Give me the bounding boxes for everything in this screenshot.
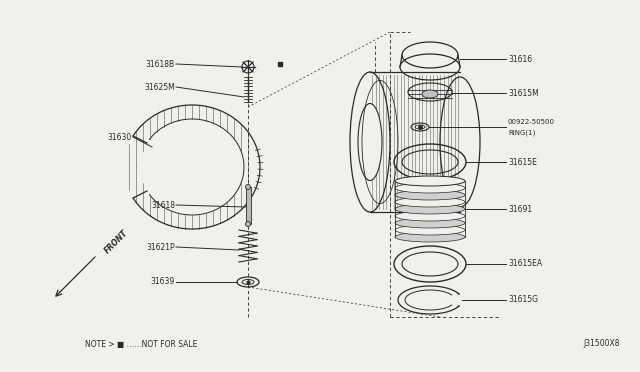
Ellipse shape bbox=[358, 103, 382, 180]
Text: J31500X8: J31500X8 bbox=[584, 340, 620, 349]
Ellipse shape bbox=[395, 190, 465, 200]
Ellipse shape bbox=[395, 218, 465, 228]
Ellipse shape bbox=[440, 77, 480, 207]
Text: 31630: 31630 bbox=[108, 132, 132, 141]
Text: 00922-50500: 00922-50500 bbox=[508, 119, 555, 125]
Text: 31621P: 31621P bbox=[147, 243, 175, 251]
Text: 31615E: 31615E bbox=[508, 157, 537, 167]
Ellipse shape bbox=[395, 232, 465, 242]
Text: 31618: 31618 bbox=[151, 201, 175, 209]
Ellipse shape bbox=[395, 183, 465, 193]
Ellipse shape bbox=[246, 185, 250, 189]
Ellipse shape bbox=[395, 204, 465, 214]
Ellipse shape bbox=[395, 176, 465, 186]
Ellipse shape bbox=[246, 221, 250, 227]
Ellipse shape bbox=[395, 197, 465, 207]
Bar bbox=[246, 187, 250, 224]
Text: 31615M: 31615M bbox=[508, 89, 539, 97]
Text: 31615EA: 31615EA bbox=[508, 260, 542, 269]
Text: RING(1): RING(1) bbox=[508, 130, 536, 136]
Ellipse shape bbox=[422, 90, 438, 98]
Ellipse shape bbox=[395, 211, 465, 221]
Text: NOTE > ■ ……NOT FOR SALE: NOTE > ■ ……NOT FOR SALE bbox=[85, 340, 197, 349]
Text: 31618B: 31618B bbox=[146, 60, 175, 68]
Text: 31639: 31639 bbox=[151, 278, 175, 286]
Ellipse shape bbox=[395, 225, 465, 235]
Text: 31615G: 31615G bbox=[508, 295, 538, 305]
Text: 31625M: 31625M bbox=[144, 83, 175, 92]
Text: 31691: 31691 bbox=[508, 205, 532, 214]
Text: 31616: 31616 bbox=[508, 55, 532, 64]
Ellipse shape bbox=[350, 72, 390, 212]
Text: FRONT: FRONT bbox=[103, 228, 130, 255]
